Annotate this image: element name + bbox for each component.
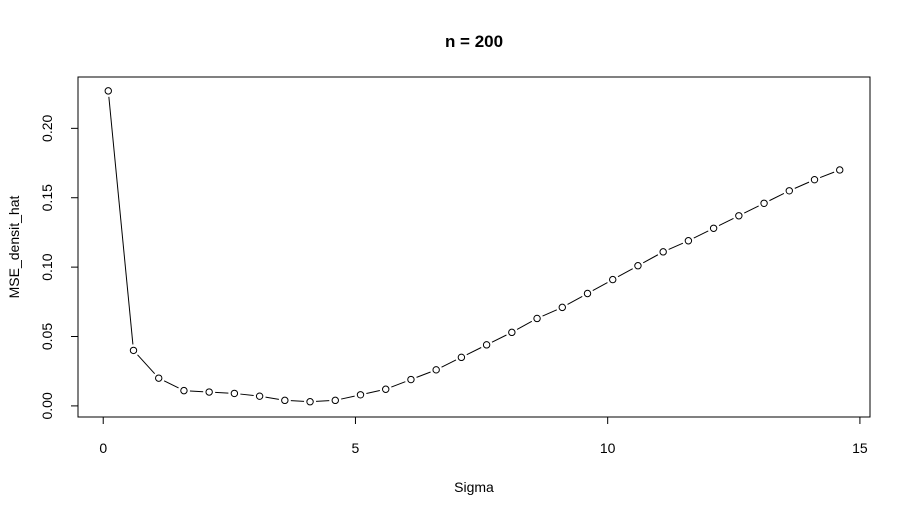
y-tick-label: 0.00 [39,392,55,419]
y-tick-label: 0.20 [39,115,55,142]
data-point [230,389,239,398]
series-segment [391,381,406,388]
data-point [129,346,138,355]
series-segment [416,371,431,378]
series-segment [215,391,229,394]
data-point [785,187,793,195]
series-segment [240,393,254,397]
data-point [684,237,693,245]
data-point [482,341,491,349]
series-segment [163,380,179,389]
series-line [108,96,835,402]
data-point [558,303,566,312]
plot-frame [77,76,871,418]
series-segment [794,181,810,189]
series-segment [466,347,482,356]
data-point [457,353,466,362]
series-segment [366,390,380,394]
data-point [533,314,541,323]
data-point [382,385,390,393]
series-segment [108,96,134,345]
data-point [331,396,339,405]
series-segment [819,171,835,179]
y-tick-label: 0.05 [39,323,55,350]
series-segment [341,395,355,400]
series-segment [592,282,608,292]
series-segment [491,334,507,343]
data-point [104,87,112,95]
data-point [709,224,718,232]
series-segment [137,354,156,375]
series-segment [516,320,533,330]
series-segment [265,396,279,400]
series-segment [441,359,457,368]
data-point [155,374,163,382]
series-segment [743,205,759,214]
y-tick-label: 0.10 [39,253,55,280]
data-point [659,248,667,256]
data-point [356,391,365,399]
x-tick-label: 5 [352,440,360,456]
data-point [634,262,642,270]
data-point [836,166,844,174]
data-point [281,396,289,405]
series-segment [567,295,583,305]
series-segment [718,217,734,227]
x-tick-label: 0 [99,440,107,456]
series-segment [642,254,659,264]
data-point [205,388,213,396]
data-point [255,392,264,400]
series-points [104,87,844,406]
data-point [306,398,314,406]
data-point [760,199,768,207]
series-segment [290,400,305,402]
y-axis: 0.00 0.05 0.10 0.15 0.20 [39,115,79,420]
data-point [583,289,592,298]
series-segment [617,268,633,278]
data-point [810,175,819,184]
data-point [407,375,415,384]
x-tick-label: 15 [852,440,868,456]
x-tick-label: 10 [600,440,616,456]
series-segment [769,193,785,202]
series-segment [693,230,709,239]
series-segment [189,390,204,393]
data-point [508,328,516,337]
series-segment [542,309,557,317]
data-point [609,275,617,284]
series-segment [668,242,684,250]
y-tick-label: 0.15 [39,184,55,211]
data-point [735,212,743,220]
series-segment [316,400,330,402]
data-point [180,386,188,395]
x-axis-label: Sigma [454,479,494,495]
data-point [432,366,440,374]
chart-title: n = 200 [445,32,503,51]
y-axis-label: MSE_densit_hat [6,196,22,299]
x-axis: 0 5 10 15 [99,416,868,456]
